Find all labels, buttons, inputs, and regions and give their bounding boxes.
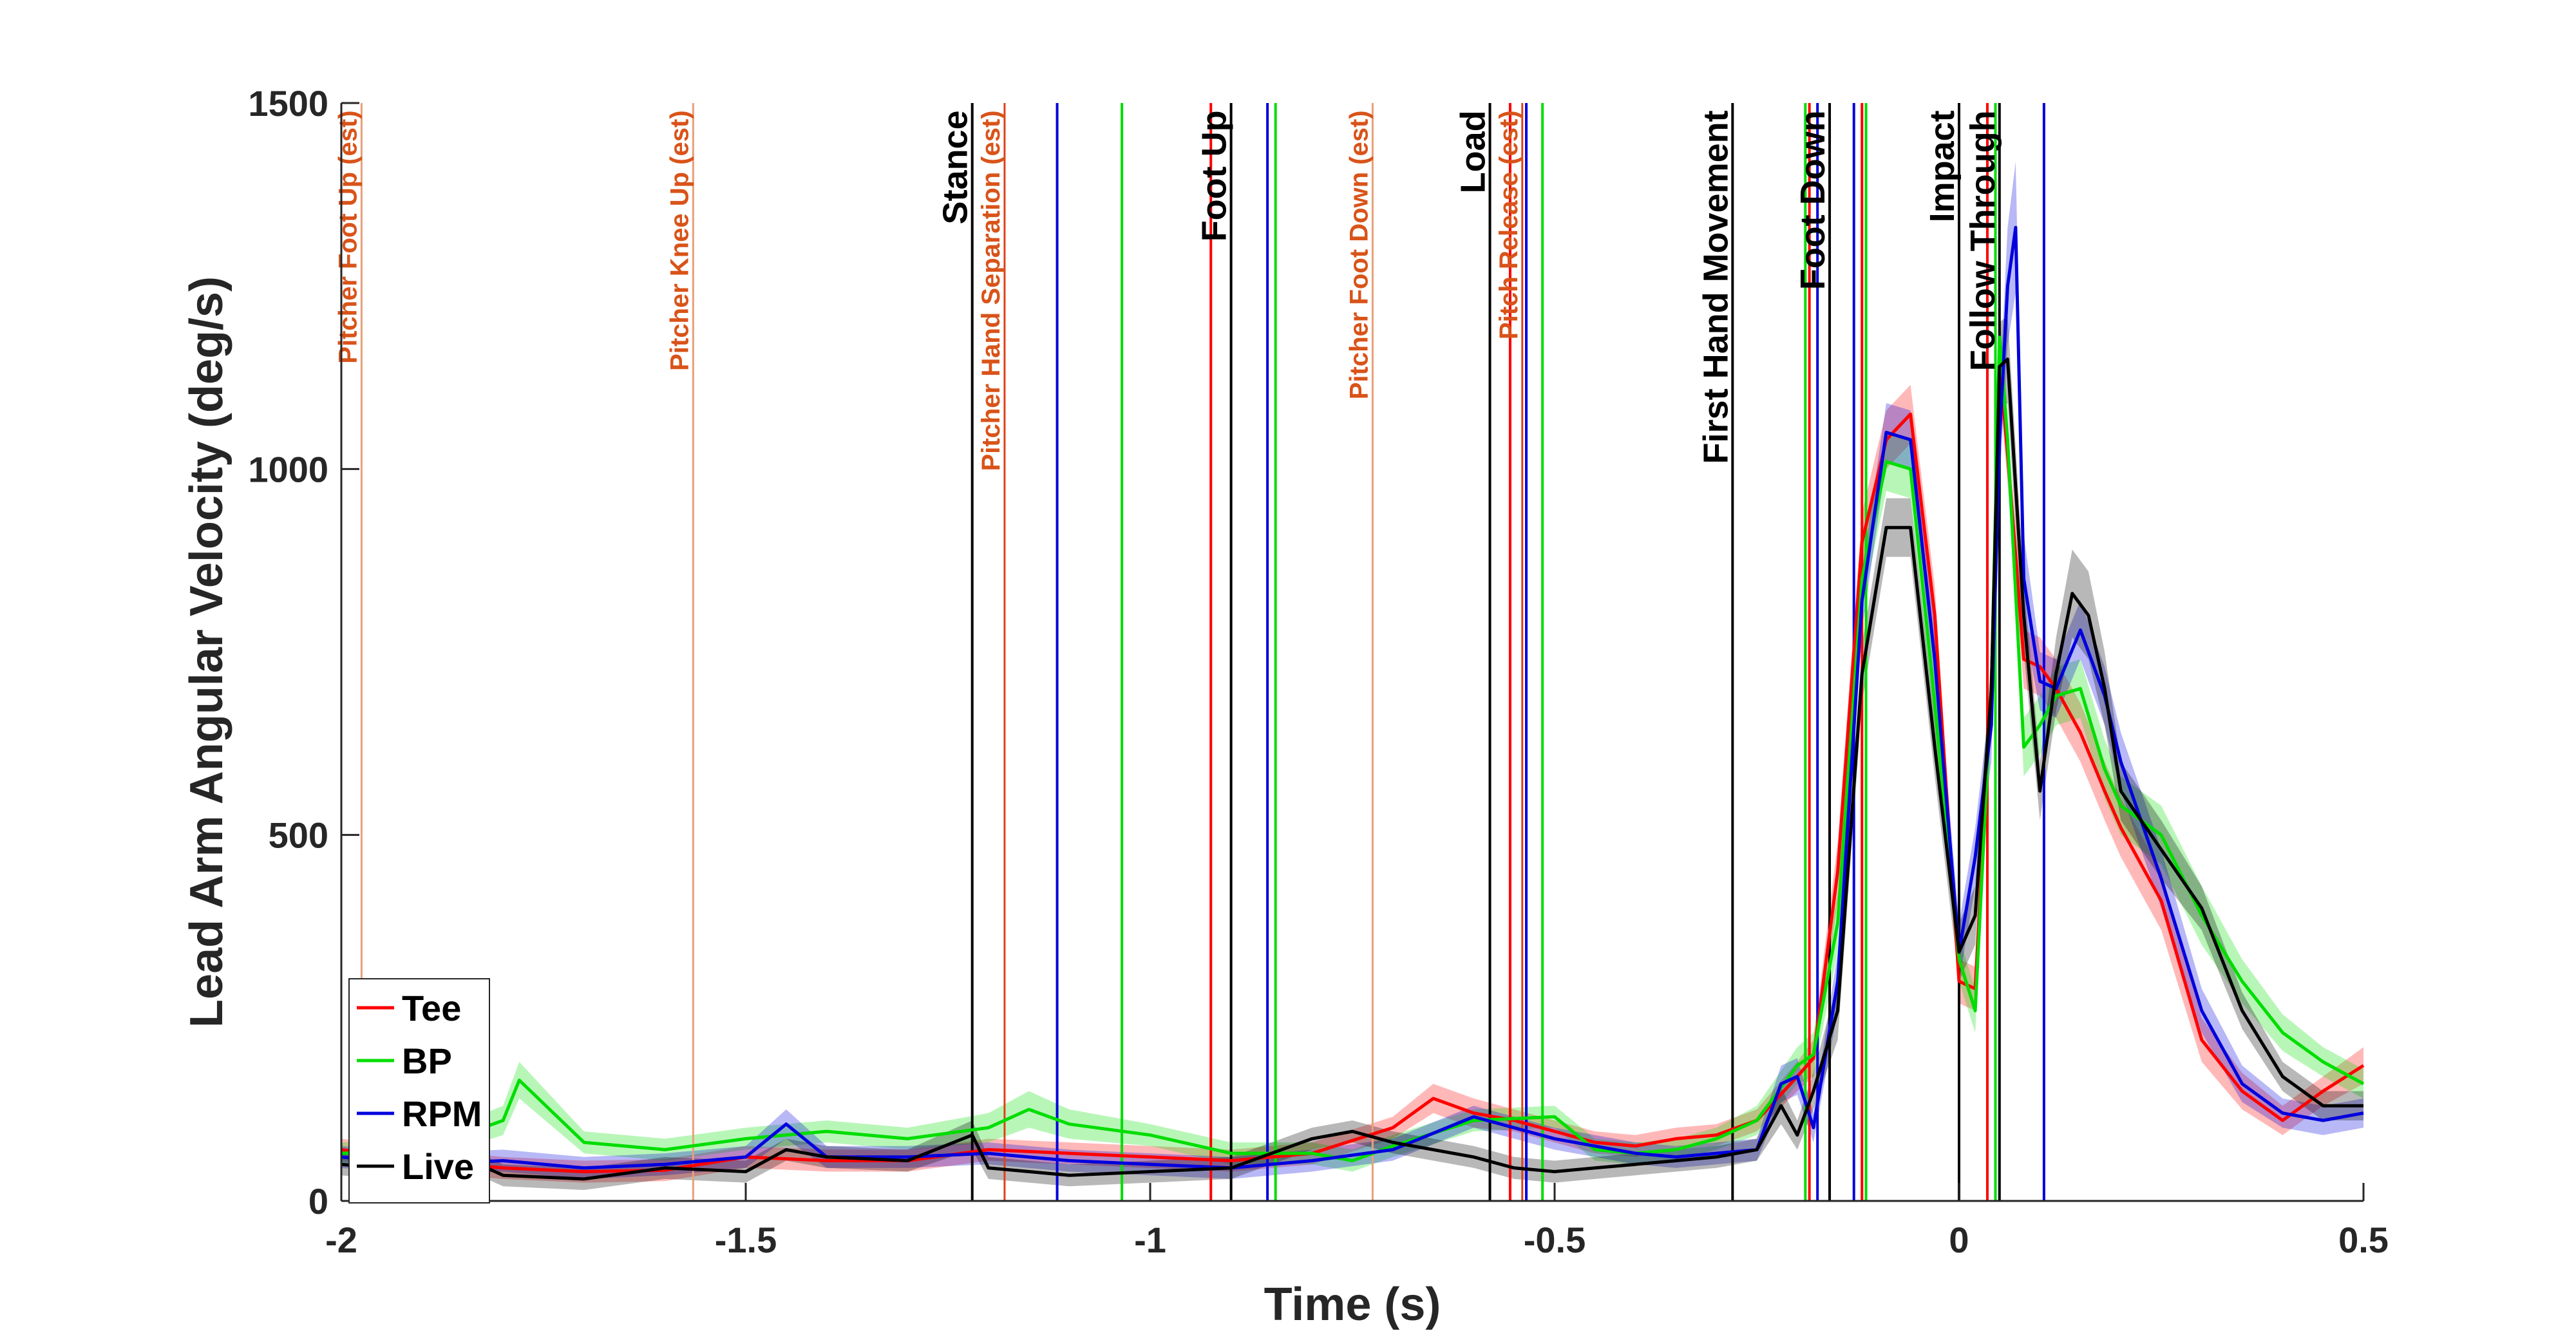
event-line-group: Foot Up — [1195, 103, 1234, 1201]
x-tick-label: -1.5 — [715, 1220, 777, 1260]
y-tick-label: 1500 — [248, 83, 328, 124]
event-label: Pitcher Foot Up (est) — [334, 110, 362, 363]
event-line-group: Impact — [1923, 103, 1962, 1201]
event-label: Pitcher Hand Separation (est) — [977, 110, 1005, 471]
x-tick-label: -2 — [325, 1220, 357, 1260]
x-tick-label: -1 — [1134, 1220, 1166, 1260]
event-label: First Hand Movement — [1696, 110, 1735, 464]
event-line-group: Follow Through — [1964, 103, 2002, 1201]
event-label: Impact — [1923, 110, 1962, 222]
x-tick-label: 0 — [1949, 1220, 1969, 1260]
event-line-group: Pitch Release (est) — [1495, 103, 1524, 1201]
y-tick-label: 1000 — [248, 449, 328, 489]
event-line-group: Stance — [936, 103, 975, 1201]
legend-label-live: Live — [402, 1146, 474, 1187]
event-line-group: Pitcher Foot Down (est) — [1345, 103, 1374, 1201]
x-axis-label: Time (s) — [1264, 1279, 1441, 1330]
event-line-group: Pitcher Knee Up (est) — [665, 103, 694, 1201]
legend-label-tee: Tee — [402, 988, 461, 1028]
y-tick-label: 500 — [269, 815, 328, 856]
axes — [340, 103, 2363, 1202]
event-label: Load — [1454, 110, 1493, 193]
y-axis-label: Lead Arm Angular Velocity (deg/s) — [181, 276, 232, 1028]
event-line-group: Pitcher Hand Separation (est) — [977, 103, 1006, 1201]
legend-label-bp: BP — [402, 1041, 452, 1081]
event-label: Foot Up — [1195, 110, 1234, 241]
x-tick-label: 0.5 — [2338, 1220, 2389, 1260]
event-lines: Pitcher Foot Up (est) Pitcher Knee Up (es… — [334, 103, 2045, 1201]
event-label: Pitch Release (est) — [1495, 110, 1523, 339]
event-line-group: First Hand Movement — [1696, 103, 1735, 1201]
event-label: Pitcher Foot Down (est) — [1345, 110, 1373, 399]
event-label: Foot Down — [1794, 110, 1832, 290]
series-line-rpm — [341, 225, 2364, 1170]
event-label: Pitcher Knee Up (est) — [665, 110, 694, 371]
event-line-group: Load — [1454, 103, 1493, 1201]
series-line-live — [341, 357, 2363, 1181]
y-tick-label: 0 — [308, 1181, 328, 1222]
series-lines — [341, 225, 2365, 1181]
event-label: Follow Through — [1964, 110, 2002, 371]
event-line-group: Foot Down — [1794, 103, 1832, 1201]
x-tick-label: -0.5 — [1524, 1220, 1586, 1260]
legend: Tee BP RPM Live — [348, 978, 490, 1204]
tick-labels: -2 -1.5 -1 -0.5 0 0.5 0 500 1000 1500 — [248, 83, 2389, 1260]
legend-label-rpm: RPM — [402, 1093, 482, 1134]
event-label: Stance — [936, 110, 975, 224]
